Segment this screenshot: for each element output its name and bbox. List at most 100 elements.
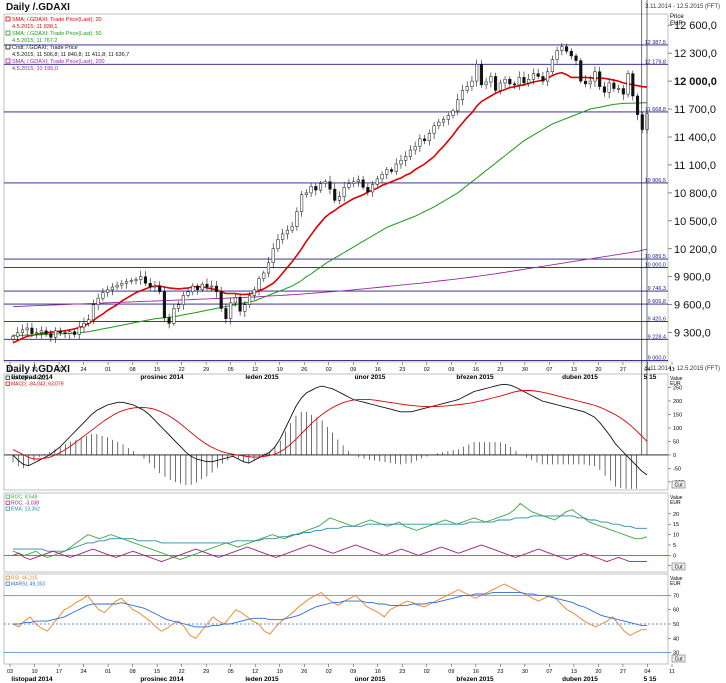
- legend-swatch: [5, 500, 10, 505]
- x-tick-label: 02: [424, 367, 430, 373]
- cut-button-label[interactable]: Cut: [675, 657, 683, 663]
- legend-value: 4.5.2015; 11 767,2: [12, 38, 57, 44]
- date-range: 3.11.2014 - 12.5.2015 (FFT): [645, 4, 720, 10]
- candle: [560, 43, 564, 56]
- cut-button[interactable]: [671, 480, 686, 489]
- axis-unit-label: Value: [670, 495, 683, 501]
- candle: [210, 280, 214, 292]
- candle: [158, 281, 162, 295]
- candle: [442, 116, 446, 127]
- candle: [375, 175, 379, 187]
- x-month-label: únor 2015: [355, 374, 386, 381]
- candle: [527, 73, 531, 87]
- candle: [87, 314, 91, 327]
- candle: [612, 78, 616, 92]
- x-tick-label: 08: [130, 367, 136, 373]
- candle: [517, 71, 521, 91]
- x-month-label: duben 2015: [562, 374, 598, 381]
- x-tick-label: 01: [105, 669, 111, 675]
- x-tick-label: 22: [179, 367, 185, 373]
- level-label: 9 746,3: [648, 286, 666, 292]
- x-tick-label: 20: [595, 669, 601, 675]
- candle: [181, 291, 185, 310]
- candle: [314, 183, 318, 196]
- candle: [503, 76, 507, 89]
- candle: [20, 324, 25, 338]
- x-tick-label: 12: [252, 669, 258, 675]
- x-tick-label: 11: [669, 367, 675, 373]
- x-tick-label: 03: [7, 669, 13, 675]
- x-month-label: listopad 2014: [11, 374, 53, 381]
- chart-title: Daily /.GDAXI: [6, 2, 70, 13]
- candle: [262, 270, 266, 282]
- x-tick-label: 01: [105, 367, 111, 373]
- candle: [328, 175, 332, 195]
- candle: [522, 71, 526, 86]
- y-tick-label: 30: [673, 651, 679, 657]
- candle: [266, 256, 271, 278]
- candle: [63, 329, 67, 339]
- roc-panel-frame: [3, 492, 669, 573]
- x-tick-label: 04: [644, 367, 650, 373]
- candle: [72, 329, 77, 338]
- candle: [77, 321, 81, 339]
- x-tick-label: 24: [80, 669, 86, 675]
- candle: [489, 72, 493, 88]
- x-tick-label: 16: [375, 367, 381, 373]
- level-label: 10 089,5: [645, 254, 666, 260]
- candle: [380, 171, 384, 183]
- cut-button[interactable]: [671, 654, 686, 663]
- x-tick-label: 23: [497, 669, 503, 675]
- legend-label: MACD; -84,043; 63,079: [11, 382, 64, 388]
- cut-button-label[interactable]: Cut: [675, 565, 683, 571]
- candle: [54, 327, 58, 344]
- candle: [229, 298, 233, 325]
- price-unit-label-2: EUR: [670, 21, 683, 27]
- y-tick-label: 250: [673, 385, 682, 391]
- candle: [432, 122, 436, 140]
- legend-label: EMA; 13,362: [11, 507, 40, 513]
- candle: [385, 166, 389, 180]
- level-label: 9 228,4: [648, 334, 666, 340]
- y-tick-label: 50: [673, 439, 679, 445]
- legend-value: 4.5.2015; 11 506,8; 11 840,8; 11 411,8; …: [12, 52, 129, 58]
- candle: [191, 283, 195, 296]
- x-tick-label: 08: [130, 669, 136, 675]
- x-tick-label: 13: [571, 367, 577, 373]
- candle: [451, 108, 455, 119]
- legend-label: MARSI; 49,163: [11, 582, 45, 588]
- level-label: 9 000,0: [648, 356, 666, 362]
- candle: [413, 141, 417, 155]
- x-month-label: duben 2015: [562, 676, 598, 683]
- candle: [271, 243, 275, 269]
- legend-swatch: [5, 581, 10, 586]
- candle: [484, 77, 488, 90]
- x-tick-label: 16: [473, 367, 479, 373]
- candle: [531, 68, 535, 85]
- x-tick-label: 29: [203, 367, 209, 373]
- legend-label: RSI; 46,215: [11, 576, 38, 582]
- level-label: 11 668,8: [645, 107, 666, 113]
- candle: [143, 271, 148, 286]
- x-tick-label: 13: [571, 669, 577, 675]
- x-month-label: 5 15: [644, 676, 657, 683]
- candle: [318, 180, 323, 193]
- cut-button-label[interactable]: Cut: [675, 483, 683, 489]
- candle: [323, 179, 327, 188]
- candle: [494, 72, 498, 94]
- candle: [404, 151, 408, 167]
- y-tick-label: 15: [673, 522, 679, 528]
- candle: [536, 68, 540, 80]
- candle: [96, 293, 100, 311]
- candle: [579, 58, 583, 84]
- cut-button[interactable]: [671, 562, 686, 571]
- x-month-label: leden 2015: [245, 374, 279, 381]
- y-tick-label: 9 600,0: [674, 300, 711, 312]
- candle: [82, 317, 86, 333]
- candle: [408, 145, 412, 161]
- x-tick-label: 15: [154, 669, 160, 675]
- level-label: 12 387,5: [645, 40, 666, 46]
- candle: [640, 112, 644, 133]
- y-tick-label: 40: [673, 636, 679, 642]
- legend-label: ROC; 8,549: [11, 495, 38, 501]
